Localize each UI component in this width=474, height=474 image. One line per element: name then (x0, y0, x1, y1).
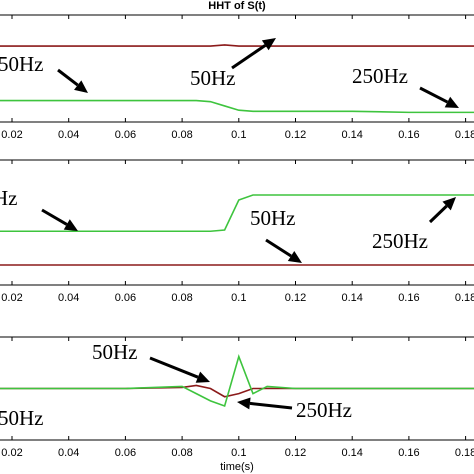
x-tick-label: 0.1 (231, 292, 246, 304)
arrow-head (237, 397, 251, 410)
x-axis-label: time(s) (220, 461, 254, 473)
arrow-shaft (231, 44, 267, 70)
x-tick-label: 0.18 (455, 447, 474, 459)
x-tick-label: 0.14 (341, 447, 362, 459)
arrow-head (444, 96, 459, 108)
x-tick-label: 0.18 (455, 129, 474, 141)
arrow-shaft (428, 204, 448, 224)
x-tick-label: 0.12 (285, 292, 306, 304)
arrow-head (287, 250, 302, 263)
annotation: 250Hz (296, 398, 352, 422)
x-tick-label: 0.08 (171, 129, 192, 141)
annotation: 50Hz (250, 206, 296, 230)
arrow-head (261, 38, 276, 51)
data-line (0, 99, 474, 114)
annotation: 50Hz (0, 52, 44, 76)
data-line (0, 354, 474, 408)
arrow-head (442, 197, 456, 211)
annotation: 50Hz (92, 340, 138, 364)
x-tick-label: 0.1 (231, 447, 246, 459)
x-tick-label: 0.16 (398, 447, 419, 459)
data-line (0, 194, 474, 233)
x-tick-label: 0.08 (171, 447, 192, 459)
annotation: 50Hz (0, 406, 44, 430)
x-tick-label: 0.12 (285, 129, 306, 141)
arrow-head (195, 371, 210, 383)
x-tick-label: 0.04 (58, 292, 79, 304)
arrow-shaft (57, 68, 79, 87)
x-tick-label: 0.18 (455, 292, 474, 304)
x-tick-label: 0.12 (285, 447, 306, 459)
x-tick-label: 0.06 (115, 447, 136, 459)
x-tick-label: 0.06 (115, 292, 136, 304)
arrow-shaft (249, 401, 293, 410)
x-tick-label: 0.02 (1, 129, 22, 141)
arrow-head (74, 80, 88, 93)
x-tick-label: 0.14 (341, 129, 362, 141)
x-tick-label: 0.08 (171, 292, 192, 304)
x-tick-label: 0.14 (341, 292, 362, 304)
data-line (0, 44, 474, 47)
annotation: 50Hz (190, 66, 236, 90)
x-tick-label: 0.16 (398, 129, 419, 141)
x-tick-label: 0.02 (1, 447, 22, 459)
annotation: 250Hz (372, 229, 428, 253)
axes-frame (0, 14, 474, 123)
arrow-shaft (265, 238, 292, 258)
x-tick-label: 0.1 (231, 129, 246, 141)
chart-title: HHT of S(t) (208, 0, 266, 12)
arrow-head (63, 219, 78, 231)
annotation: 50Hz (0, 186, 18, 210)
x-tick-label: 0.06 (115, 129, 136, 141)
annotation: 250Hz (352, 64, 408, 88)
x-tick-label: 0.04 (58, 447, 79, 459)
axes-frame (0, 159, 474, 286)
x-tick-label: 0.02 (1, 292, 22, 304)
arrow-shaft (419, 86, 449, 104)
arrow-shaft (41, 208, 68, 226)
arrow-shaft (149, 356, 199, 379)
x-tick-label: 0.04 (58, 129, 79, 141)
x-tick-label: 0.16 (398, 292, 419, 304)
